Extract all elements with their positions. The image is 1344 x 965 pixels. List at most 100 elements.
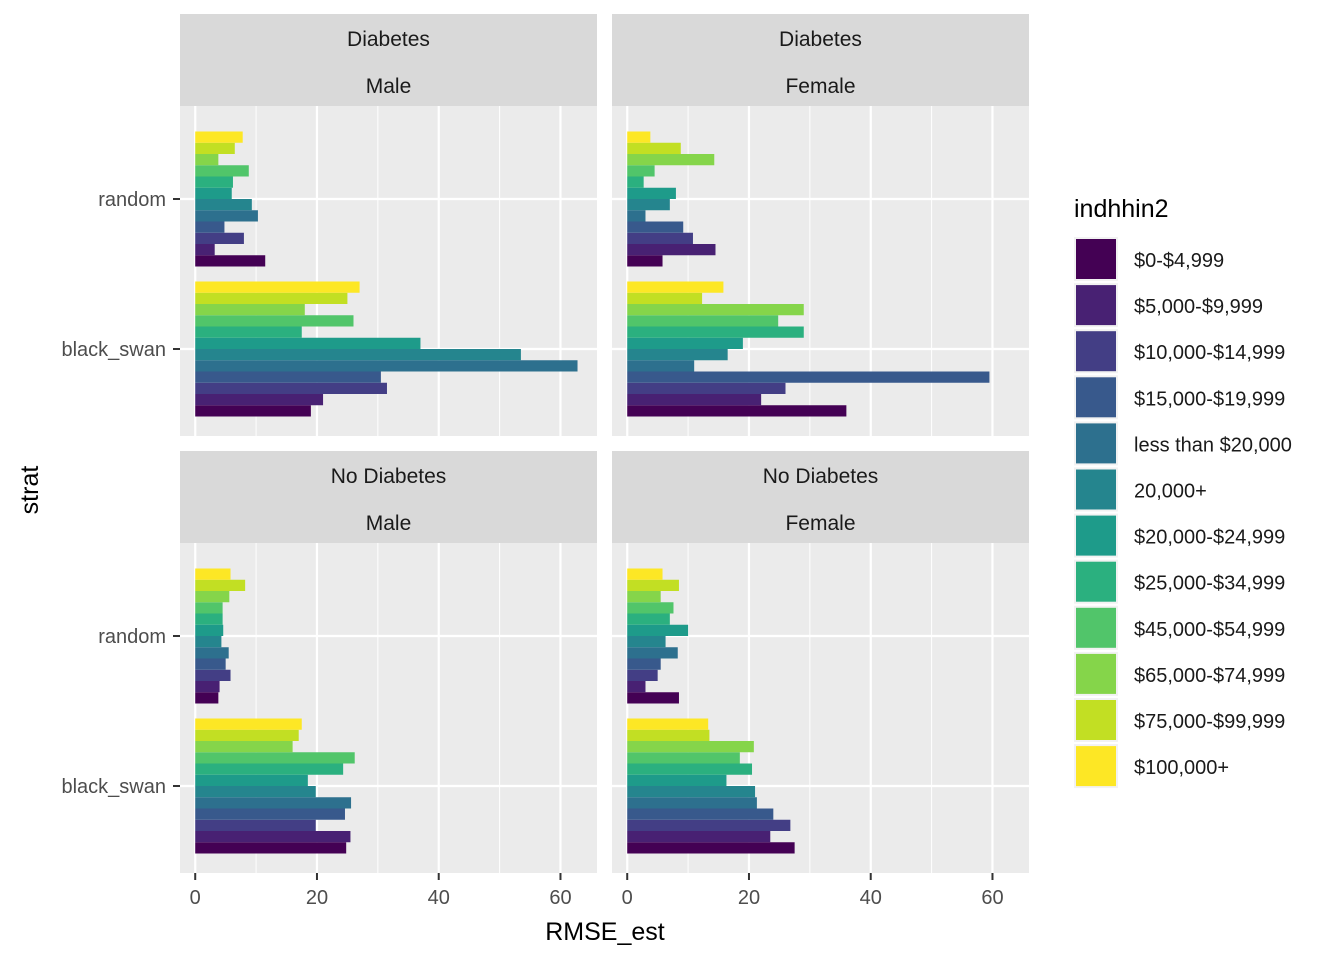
strip-label-bottom: Female (785, 512, 855, 535)
bar (627, 154, 715, 166)
bar (195, 591, 230, 603)
bar (627, 797, 757, 809)
y-tick-label: random (98, 189, 166, 211)
legend-label: $15,000-$19,999 (1134, 388, 1285, 410)
bar (195, 176, 233, 188)
bar (195, 752, 355, 764)
legend-swatch (1076, 239, 1116, 279)
bar (627, 647, 678, 659)
bar (195, 244, 215, 256)
bar (627, 281, 724, 293)
bar (627, 199, 670, 211)
bar (627, 232, 693, 244)
x-tick-label: 20 (306, 887, 328, 909)
bar (195, 647, 229, 659)
bar (627, 658, 661, 670)
bar (195, 669, 231, 681)
bar (195, 199, 252, 211)
bar (627, 786, 756, 798)
bar (195, 636, 222, 648)
bar (195, 692, 219, 704)
bar (627, 741, 754, 753)
bar (627, 292, 703, 304)
bar (195, 405, 311, 417)
bar (195, 255, 266, 267)
legend-swatch (1076, 607, 1116, 648)
bar (627, 349, 728, 361)
bar (627, 371, 990, 383)
bar (195, 797, 352, 809)
bar (627, 718, 709, 730)
bar (195, 142, 235, 154)
legend-swatch (1076, 653, 1116, 694)
x-tick-label: 40 (428, 887, 450, 909)
legend-label: $45,000-$54,999 (1134, 619, 1285, 641)
bar (195, 763, 344, 775)
bar (195, 681, 220, 693)
bar (627, 187, 676, 199)
bar (195, 154, 219, 166)
legend-swatch (1076, 285, 1116, 326)
strip-background (180, 451, 597, 543)
bar (195, 624, 224, 636)
strip-label-bottom: Male (366, 75, 412, 98)
bar (627, 831, 771, 843)
legend-label: $100,000+ (1134, 757, 1229, 779)
legend-swatch (1076, 700, 1116, 740)
strip-background (180, 14, 597, 106)
legend-swatch (1076, 746, 1116, 787)
bar (627, 176, 644, 188)
legend-label: $65,000-$74,999 (1134, 665, 1285, 687)
bar (627, 842, 795, 854)
x-axis-title: RMSE_est (545, 918, 665, 946)
bar (195, 729, 299, 741)
legend-label: $20,000-$24,999 (1134, 527, 1285, 549)
bar (627, 244, 716, 256)
bar (627, 326, 804, 338)
legend-label: $5,000-$9,999 (1134, 296, 1263, 318)
x-tick-label: 60 (981, 887, 1003, 909)
y-tick-label: random (98, 626, 166, 648)
strip-background (612, 14, 1029, 106)
bar (627, 255, 663, 267)
bar (195, 210, 258, 222)
legend-label: $25,000-$34,999 (1134, 573, 1285, 595)
bar (195, 281, 360, 293)
strip-background (612, 451, 1029, 543)
bar (627, 624, 689, 636)
bar (627, 405, 847, 417)
bar (195, 349, 521, 361)
bar (627, 591, 661, 603)
bar (627, 131, 651, 143)
bar (627, 568, 663, 580)
bar (195, 579, 246, 591)
legend-label: $75,000-$99,999 (1134, 711, 1285, 733)
bar (195, 232, 244, 244)
legend-label: $10,000-$14,999 (1134, 342, 1285, 364)
bar (627, 304, 804, 316)
bar (195, 165, 249, 177)
bar (195, 360, 578, 372)
bar (627, 360, 695, 372)
y-tick-label: black_swan (61, 776, 166, 798)
bar (627, 337, 743, 349)
bar (627, 315, 779, 327)
bar (627, 602, 674, 614)
bar (195, 831, 351, 843)
strip-label-top: Diabetes (779, 28, 862, 51)
bar (195, 304, 305, 316)
bar (627, 382, 786, 394)
legend-title: indhhin2 (1074, 195, 1169, 223)
bar (195, 808, 345, 820)
bar (195, 568, 231, 580)
bar (627, 613, 670, 625)
bar (627, 394, 762, 406)
bar (627, 681, 646, 693)
bar (627, 752, 740, 764)
bar (627, 808, 774, 820)
bar (195, 602, 223, 614)
bar (195, 658, 226, 670)
bar (627, 165, 655, 177)
